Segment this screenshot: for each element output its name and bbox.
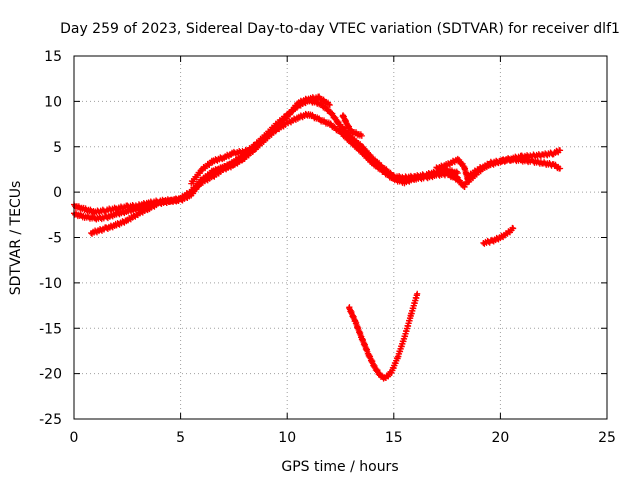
y-tick-label: -20	[39, 367, 62, 383]
x-axis-label: GPS time / hours	[281, 459, 398, 475]
x-tick-label: 25	[598, 430, 616, 446]
x-tick-label: 10	[278, 430, 296, 446]
data-point	[252, 146, 259, 153]
series-arc-8	[480, 224, 517, 247]
series-arc-9	[346, 290, 421, 382]
y-tick-label: -15	[39, 321, 62, 337]
data-point	[510, 225, 517, 232]
y-tick-label: 0	[53, 185, 62, 201]
chart-title: Day 259 of 2023, Sidereal Day-to-day VTE…	[60, 21, 620, 37]
x-tick-label: 15	[385, 430, 403, 446]
y-tick-label: 5	[53, 140, 62, 156]
data-point	[557, 147, 564, 154]
y-tick-label: 10	[44, 94, 62, 110]
y-tick-label: 15	[44, 49, 62, 65]
grid-lines	[74, 56, 607, 419]
x-tick-label: 5	[176, 430, 185, 446]
y-axis-label: SDTVAR / TECUs	[8, 181, 24, 296]
x-tick-label: 0	[70, 430, 79, 446]
y-tick-label: -5	[48, 231, 62, 247]
axis-ticks: 0 5 10 15 20 25 -25 -20 -15 -10 -5 0 5 10 15	[39, 49, 616, 446]
y-tick-label: -25	[39, 412, 62, 428]
series-arc-5	[339, 112, 365, 139]
y-tick-label: -10	[39, 276, 62, 292]
x-tick-label: 20	[491, 430, 509, 446]
series-arc-4	[188, 145, 259, 187]
data-point	[557, 165, 564, 172]
data-points	[71, 93, 564, 382]
series-arc-7	[444, 147, 564, 190]
data-point	[326, 102, 333, 109]
data-point	[358, 132, 365, 139]
data-point	[414, 290, 421, 297]
